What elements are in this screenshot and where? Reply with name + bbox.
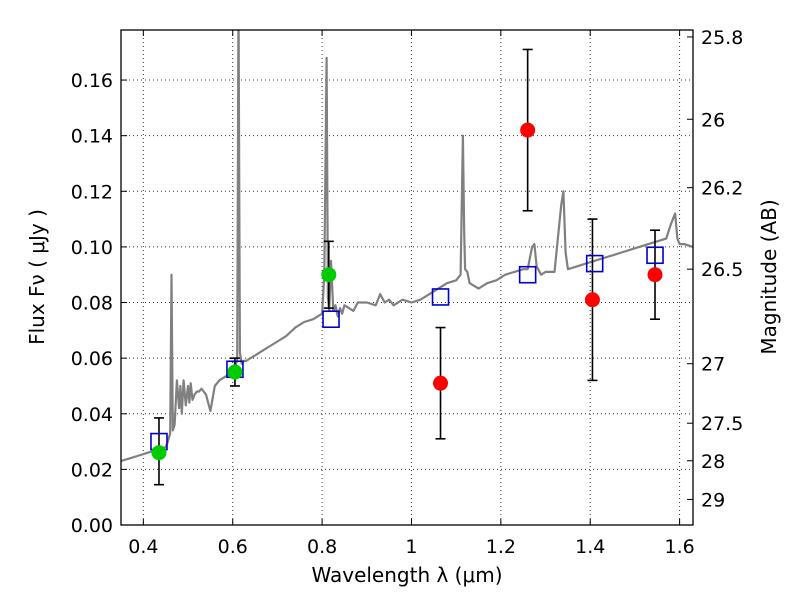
photometry-point [321, 267, 337, 283]
axes: 0.4 0.6 0.8 1 1.2 1.4 1.6 0.00 0.02 0.04 0.06 0.08 0… [71, 27, 744, 558]
y-tick-label: 0.06 [71, 348, 113, 370]
data-layer [121, 30, 693, 486]
model-square-marker [518, 265, 537, 284]
x-tick-label: 1 [405, 536, 417, 558]
clipped-data [121, 30, 693, 486]
x-tick-label: 0.4 [128, 536, 158, 558]
right-tick-label: 29 [701, 489, 725, 511]
y-tick-label: 0.04 [71, 404, 113, 426]
model-square-marker [431, 288, 450, 306]
right-tick-label: 26.2 [701, 178, 743, 200]
model-square-marker [322, 310, 340, 329]
right-tick-label: 26 [701, 109, 725, 131]
y-tick-label: 0.14 [71, 126, 113, 148]
x-tick-label: 0.6 [218, 536, 248, 558]
plot-frame [120, 29, 694, 526]
y-tick-label: 0.16 [71, 70, 113, 92]
model-square-marker [646, 246, 664, 265]
photometry-point [647, 267, 663, 283]
y-tick-label: 0.10 [71, 237, 113, 259]
right-tick-label: 27.5 [701, 413, 743, 435]
x-axis-title: Wavelength λ (μm) [311, 563, 502, 587]
photometry-point [584, 292, 600, 308]
y-tick-label: 0.12 [71, 181, 113, 203]
right-tick-label: 25.8 [701, 27, 743, 49]
y-axis-title: Flux Fν ( μJy ) [25, 209, 49, 345]
photometry-point [433, 375, 449, 391]
photometry-point [227, 364, 243, 380]
right-tick-label: 26.5 [701, 259, 743, 281]
grid [121, 30, 693, 525]
x-tick-label: 1.6 [664, 536, 694, 558]
model-square-marker [585, 254, 604, 273]
y-tick-label: 0.02 [71, 459, 113, 481]
right-tick-label: 27 [701, 354, 725, 376]
photometry-point [151, 445, 167, 461]
x-tick-label: 0.8 [307, 536, 337, 558]
photometry-point [520, 122, 536, 138]
plot-area [121, 30, 693, 525]
right-tick-label: 28 [701, 451, 725, 473]
x-tick-label: 1.2 [486, 536, 516, 558]
right-axis-title: Magnitude (AB) [757, 199, 781, 354]
y-tick-label: 0.00 [71, 515, 113, 537]
y-tick-label: 0.08 [71, 293, 113, 315]
x-tick-label: 1.4 [575, 536, 605, 558]
spectrum-line [121, 30, 693, 463]
